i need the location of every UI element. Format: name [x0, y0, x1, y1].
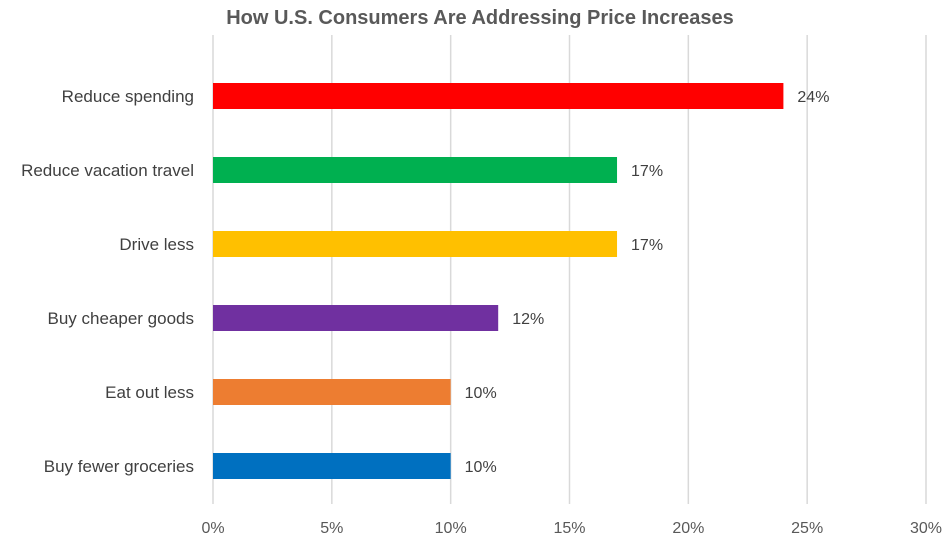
- category-label: Eat out less: [105, 383, 194, 402]
- x-tick-label: 5%: [320, 520, 343, 537]
- data-label: 10%: [465, 459, 497, 476]
- bar: [213, 83, 784, 109]
- x-tick-label: 25%: [791, 520, 823, 537]
- data-label: 10%: [465, 385, 497, 402]
- bar: [213, 157, 618, 183]
- x-tick-label: 10%: [435, 520, 467, 537]
- bar: [213, 453, 451, 479]
- x-tick-label: 0%: [201, 520, 224, 537]
- category-label: Buy fewer groceries: [44, 457, 194, 476]
- bar: [213, 379, 451, 405]
- data-label: 24%: [797, 89, 829, 106]
- x-tick-label: 15%: [553, 520, 585, 537]
- x-tick-label: 30%: [910, 520, 942, 537]
- category-label: Reduce vacation travel: [21, 161, 194, 180]
- bar: [213, 231, 618, 257]
- data-label: 12%: [512, 311, 544, 328]
- chart-title: How U.S. Consumers Are Addressing Price …: [226, 7, 734, 29]
- bar: [213, 305, 499, 331]
- category-label: Drive less: [119, 235, 194, 254]
- data-label: 17%: [631, 163, 663, 180]
- category-label: Buy cheaper goods: [48, 309, 195, 328]
- data-label: 17%: [631, 237, 663, 254]
- x-tick-label: 20%: [672, 520, 704, 537]
- category-label: Reduce spending: [62, 87, 194, 106]
